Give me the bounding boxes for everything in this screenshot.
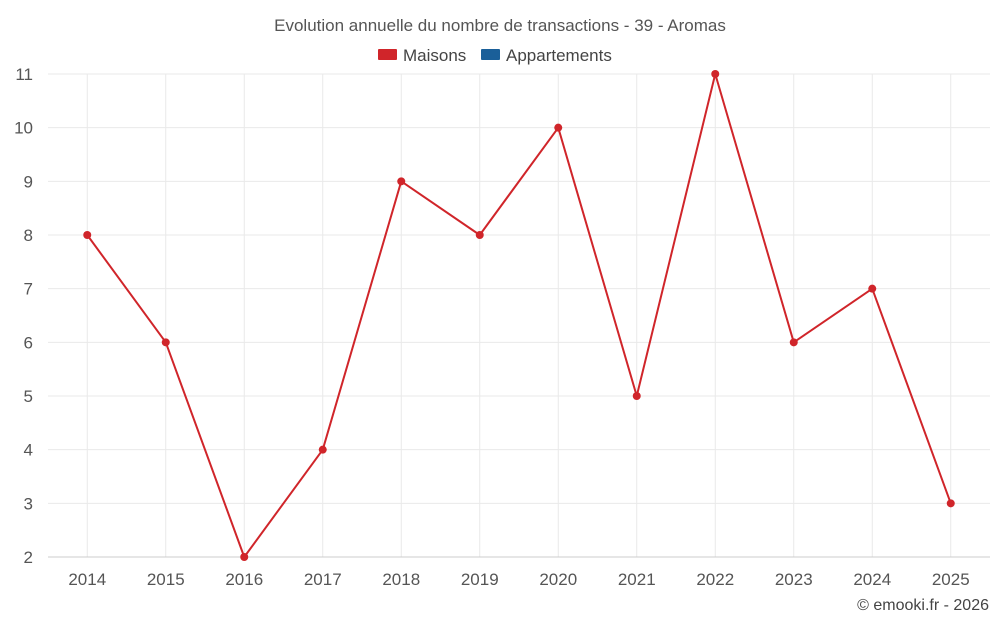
data-point[interactable] <box>318 445 327 454</box>
data-point[interactable] <box>554 123 563 132</box>
y-tick-label: 6 <box>24 333 33 352</box>
x-tick-label: 2016 <box>225 570 263 589</box>
legend-swatch-appartements <box>481 49 500 60</box>
y-tick-label: 8 <box>24 226 33 245</box>
y-tick-label: 10 <box>14 119 33 138</box>
axes: 2 3 4 5 6 7 8 9 10 11 2014 2015 2016 2017 2018 2019 2020… <box>14 65 990 589</box>
series-line-maisons <box>86 73 952 558</box>
y-tick-label: 5 <box>24 387 33 406</box>
data-point[interactable] <box>868 284 877 293</box>
chart-title: Evolution annuelle du nombre de transact… <box>274 16 726 35</box>
data-point[interactable] <box>397 177 406 186</box>
legend-label-appartements: Appartements <box>506 46 612 65</box>
y-tick-label: 2 <box>24 548 33 567</box>
x-tick-label: 2019 <box>461 570 499 589</box>
y-tick-label: 7 <box>24 280 33 299</box>
y-tick-label: 11 <box>15 65 33 84</box>
x-tick-label: 2014 <box>68 570 106 589</box>
x-tick-label: 2018 <box>382 570 420 589</box>
x-tick-label: 2021 <box>618 570 656 589</box>
x-tick-label: 2022 <box>696 570 734 589</box>
x-tick-label: 2023 <box>775 570 813 589</box>
data-point[interactable] <box>946 499 955 508</box>
data-point[interactable] <box>240 553 249 561</box>
data-point[interactable] <box>83 231 92 239</box>
data-point[interactable] <box>711 70 720 78</box>
legend-item-appartements[interactable]: Appartements <box>481 46 612 65</box>
data-point[interactable] <box>789 338 798 347</box>
legend-item-maisons[interactable]: Maisons <box>378 46 466 65</box>
data-point[interactable] <box>632 392 641 400</box>
legend-swatch-maisons <box>378 49 397 60</box>
x-tick-label: 2017 <box>304 570 342 589</box>
x-tick-label: 2015 <box>147 570 185 589</box>
credit-text: © emooki.fr - 2026 <box>857 597 989 614</box>
grid <box>48 73 990 557</box>
series-maisons <box>83 70 955 561</box>
legend[interactable]: Maisons Appartements <box>378 46 612 65</box>
y-tick-label: 4 <box>24 441 33 460</box>
legend-label-maisons: Maisons <box>403 46 466 65</box>
x-tick-label: 2025 <box>932 570 970 589</box>
x-tick-label: 2024 <box>853 570 891 589</box>
y-tick-label: 9 <box>24 172 33 191</box>
data-point[interactable] <box>161 338 170 347</box>
x-tick-label: 2020 <box>539 570 577 589</box>
data-point[interactable] <box>475 231 484 239</box>
y-tick-label: 3 <box>24 494 33 513</box>
